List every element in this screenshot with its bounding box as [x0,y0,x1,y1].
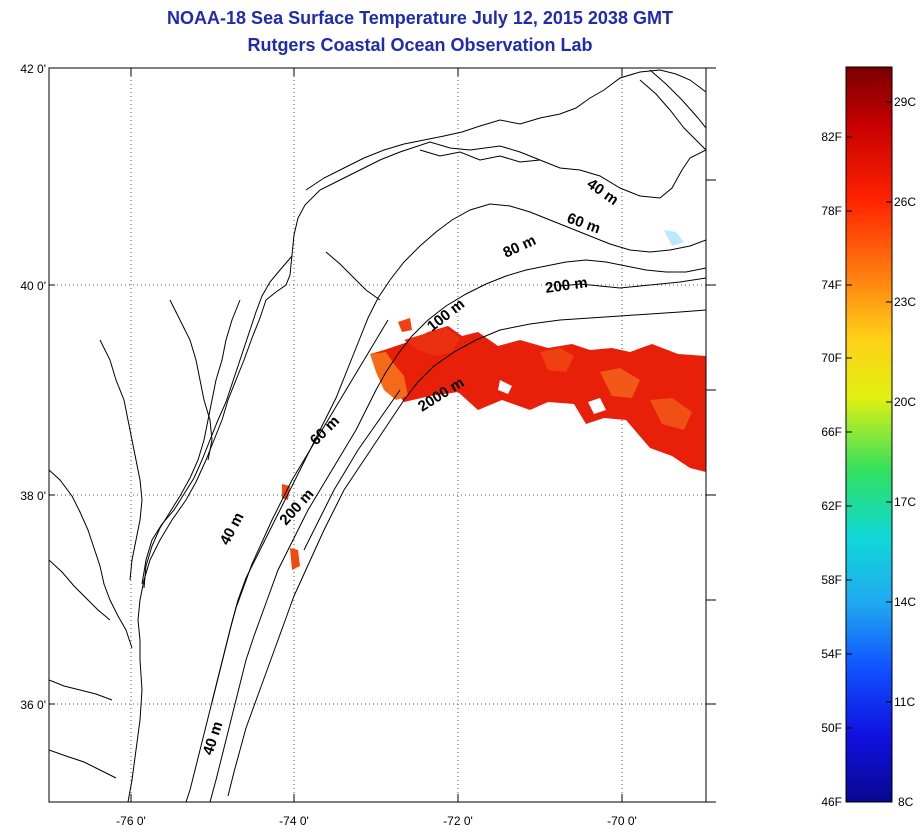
map-frame [48,67,707,803]
colorbar-f-label: 58F [821,573,842,587]
lat-tick-label: 42 0' [20,62,46,76]
isobath-lines [185,69,706,802]
colorbar-f-label: 54F [821,647,842,661]
colorbar-c-labels: 29C 26C 23C 20C 17C 14C 11C 8C [894,95,916,809]
colorbar-f-label: 62F [821,499,842,513]
lat-tick-label: 36 0' [20,698,46,712]
colorbar-f-label: 82F [821,130,842,144]
isobath-label: 40 m [217,510,248,548]
isobath-label: 60 m [307,413,343,449]
lat-tick-label: 40 0' [20,279,46,293]
isobath-label: 40 m [200,719,227,757]
colorbar-f-label: 66F [821,425,842,439]
colorbar [845,66,893,803]
lon-tick-label: -70 0' [607,814,637,828]
lat-tick-label: 38 0' [20,489,46,503]
lon-tick-label: -76 0' [116,814,146,828]
lon-tick-labels: -76 0' -74 0' -72 0' -70 0' [116,814,637,828]
colorbar-c-label: 11C [894,695,915,709]
colorbar-f-label: 46F [821,795,842,809]
colorbar-c-label: 26C [894,195,916,209]
lon-tick-label: -72 0' [443,814,473,828]
lat-tick-labels: 42 0' 40 0' 38 0' 36 0' [20,62,46,712]
isobath-label: 40 m [584,175,622,209]
isobath-labels: 40 m 60 m 80 m 200 m 100 m 2000 m 60 m 4… [200,175,622,757]
isobath-label: 80 m [501,232,539,262]
colorbar-c-label: 20C [894,395,916,409]
colorbar-c-label: 14C [894,595,916,609]
isobath-label: 200 m [544,274,588,297]
colorbar-f-label: 74F [821,278,842,292]
colorbar-c-label: 23C [894,295,916,309]
colorbar-f-labels: 82F 78F 74F 70F 66F 62F 58F 54F 50F 46F [821,130,842,809]
colorbar-c-label: 8C [898,795,914,809]
colorbar-ticks [846,101,892,729]
coastline [49,69,706,802]
colorbar-f-label: 70F [821,351,842,365]
lat-lon-grid [49,68,706,802]
map-title: NOAA-18 Sea Surface Temperature July 12,… [167,8,673,28]
map-subtitle: Rutgers Coastal Ocean Observation Lab [247,35,593,55]
colorbar-f-label: 50F [821,721,842,735]
sst-data-patches [282,230,706,570]
map-ticks [49,67,716,803]
colorbar-f-label: 78F [821,204,842,218]
lon-tick-label: -74 0' [279,814,309,828]
colorbar-c-label: 17C [894,495,916,509]
colorbar-c-label: 29C [894,95,916,109]
